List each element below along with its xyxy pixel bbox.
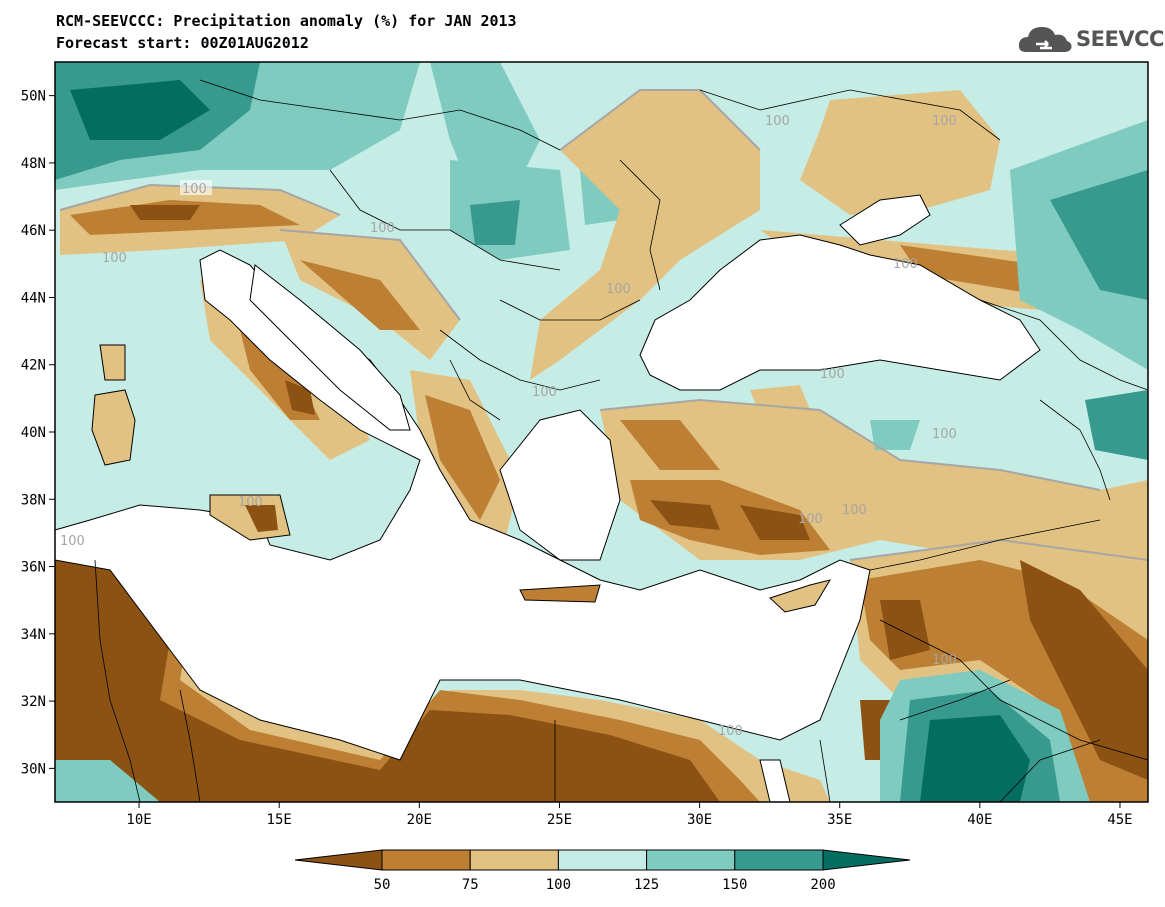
- colorbar-label: 75: [462, 877, 479, 893]
- colorbar-label: 200: [810, 877, 835, 893]
- cyprus: [769, 579, 832, 613]
- contour-label: 100: [932, 653, 957, 668]
- lat-tick-label: 50N: [21, 89, 46, 105]
- colorbar-label: 150: [722, 877, 747, 893]
- sardinia: [91, 389, 136, 466]
- contour-label: 100: [238, 495, 263, 510]
- lat-tick-label: 34N: [21, 627, 46, 643]
- sea-areas: [54, 194, 1041, 803]
- crete: [519, 584, 601, 603]
- colorbar-box: [734, 849, 824, 871]
- colorbar-label: 50: [374, 877, 391, 893]
- contour-label: 100: [765, 114, 790, 129]
- lat-tick-label: 40N: [21, 425, 46, 441]
- contour-label: 100: [932, 114, 957, 129]
- lon-tick-label: 25E: [547, 812, 572, 828]
- lon-tick-label: 30E: [687, 812, 712, 828]
- lon-tick-label: 20E: [407, 812, 432, 828]
- lon-tick-label: 40E: [967, 812, 992, 828]
- contour-label: 100: [370, 221, 395, 236]
- logo-text: SEEVCCC: [1076, 27, 1165, 51]
- lat-tick-label: 36N: [21, 560, 46, 576]
- colorbar-high-triangle: [822, 849, 911, 871]
- lat-tick-label: 48N: [21, 156, 46, 172]
- lon-tick-label: 15E: [267, 812, 292, 828]
- contour-labels: 100 100 100 100 100 100 100 100 100 100 …: [60, 114, 957, 739]
- colorbar-box: [381, 849, 471, 871]
- colorbar-legend: 50 75 100 125 150 200: [294, 849, 911, 893]
- contour-label: 100: [893, 257, 918, 272]
- colorbar-label: 125: [634, 877, 659, 893]
- contour-label: 100: [932, 427, 957, 442]
- map-subtitle: Forecast start: 00Z01AUG2012: [56, 34, 309, 52]
- lat-tick-label: 42N: [21, 358, 46, 374]
- lat-tick-label: 30N: [21, 761, 46, 777]
- contour-label: 100: [606, 282, 631, 297]
- corsica: [99, 344, 126, 381]
- contour-label: 100: [60, 534, 85, 549]
- colorbar-box: [646, 849, 736, 871]
- lat-tick-label: 38N: [21, 492, 46, 508]
- cloud-icon: [1018, 27, 1072, 52]
- colorbar-low-triangle: [294, 849, 383, 871]
- country-borders: [94, 79, 1149, 803]
- lat-tick-label: 32N: [21, 694, 46, 710]
- contour-label: 100: [820, 367, 845, 382]
- lat-tick-label: 46N: [21, 223, 46, 239]
- contour-label: 100: [798, 512, 823, 527]
- contour-label: 100: [532, 385, 557, 400]
- longitude-axis: 10E 15E 20E 25E 30E 35E 40E 45E: [126, 802, 1133, 828]
- lat-tick-label: 44N: [21, 290, 46, 306]
- colorbar-label: 100: [546, 877, 571, 893]
- colorbar-box: [557, 849, 648, 871]
- contour-label: 100: [718, 724, 743, 739]
- lon-tick-label: 45E: [1107, 812, 1132, 828]
- seevccc-logo: SEEVCCC: [1018, 22, 1165, 56]
- lon-tick-label: 10E: [126, 812, 151, 828]
- latitude-axis: 50N 48N 46N 44N 42N 40N 38N 36N 34N 32N 30N: [21, 89, 55, 777]
- colorbar-box: [469, 849, 559, 871]
- lon-tick-label: 35E: [827, 812, 852, 828]
- sicily-dry-patch: [245, 505, 278, 532]
- contour-label: 100: [102, 251, 127, 266]
- contour-label: 100: [182, 182, 207, 197]
- map-title: RCM-SEEVCCC: Precipitation anomaly (%) f…: [56, 12, 517, 30]
- contour-label: 100: [842, 503, 867, 518]
